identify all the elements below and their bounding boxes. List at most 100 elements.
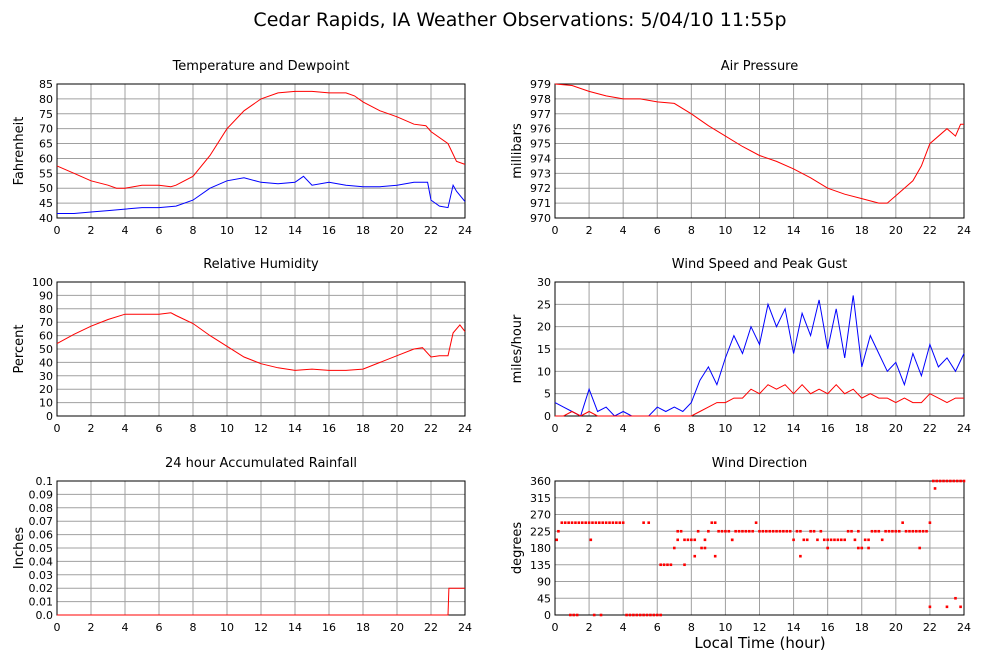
plot-frame bbox=[554, 480, 965, 616]
x-tick-label: 8 bbox=[688, 224, 695, 237]
scatter-point bbox=[925, 529, 928, 533]
x-tick-label: 10 bbox=[718, 621, 732, 634]
x-tick-label: 4 bbox=[620, 621, 627, 634]
x-tick-label: 24 bbox=[458, 621, 472, 634]
x-tick-label: 22 bbox=[424, 224, 438, 237]
x-tick-label: 4 bbox=[620, 422, 627, 435]
scatter-point bbox=[761, 529, 765, 533]
scatter-point bbox=[949, 479, 952, 483]
x-tick-label: 12 bbox=[254, 422, 268, 435]
x-tick-label: 14 bbox=[787, 224, 801, 237]
scatter-point bbox=[816, 538, 819, 542]
y-tick-label: 0.06 bbox=[29, 529, 54, 542]
scatter-point bbox=[655, 613, 659, 617]
x-tick-label: 24 bbox=[957, 422, 971, 435]
scatter-point bbox=[621, 521, 625, 524]
y-tick-label: 0.07 bbox=[29, 515, 54, 528]
scatter-point bbox=[768, 529, 772, 533]
scatter-point bbox=[679, 529, 683, 533]
scatter-point bbox=[904, 529, 908, 533]
x-tick-label: 2 bbox=[586, 422, 593, 435]
x-tick-label: 6 bbox=[654, 621, 661, 634]
x-tick-label: 22 bbox=[923, 621, 937, 634]
y-tick-label: 974 bbox=[530, 152, 551, 165]
scatter-point bbox=[662, 563, 666, 567]
scatter-point bbox=[792, 538, 795, 542]
scatter-point bbox=[938, 479, 942, 483]
x-tick-label: 16 bbox=[821, 224, 835, 237]
y-tick-label: 0.08 bbox=[29, 502, 54, 515]
x-tick-label: 14 bbox=[288, 621, 302, 634]
x-tick-label: 18 bbox=[855, 224, 869, 237]
series-line-0 bbox=[554, 83, 964, 204]
x-tick-label: 8 bbox=[190, 422, 197, 435]
scatter-point bbox=[652, 613, 656, 617]
scatter-point bbox=[625, 613, 628, 617]
x-tick-label: 0 bbox=[552, 224, 559, 237]
scatter-point bbox=[618, 521, 622, 524]
series-line-0 bbox=[56, 90, 466, 189]
x-tick-label: 16 bbox=[322, 422, 336, 435]
y-tick-label: 0 bbox=[46, 410, 53, 423]
scatter-point bbox=[933, 487, 937, 490]
y-tick-label: 15 bbox=[537, 343, 551, 356]
plot-frame bbox=[56, 83, 466, 219]
y-tick-label: 0.05 bbox=[29, 542, 54, 555]
scatter-point bbox=[918, 529, 921, 533]
scatter-point bbox=[887, 529, 891, 533]
y-axis-label: Percent bbox=[12, 325, 27, 374]
chart-title: Temperature and Dewpoint bbox=[172, 59, 350, 74]
x-tick-label: 16 bbox=[821, 422, 835, 435]
y-tick-label: 0.01 bbox=[29, 596, 54, 609]
x-tick-label: 10 bbox=[220, 621, 234, 634]
x-tick-label: 22 bbox=[923, 224, 937, 237]
scatter-point bbox=[754, 521, 758, 524]
x-tick-label: 18 bbox=[356, 621, 370, 634]
scatter-point bbox=[713, 521, 717, 524]
y-axis-label: millibars bbox=[510, 123, 525, 179]
x-tick-label: 20 bbox=[390, 224, 404, 237]
y-tick-label: 180 bbox=[530, 542, 551, 555]
scatter-point bbox=[591, 521, 594, 524]
scatter-point bbox=[683, 538, 686, 542]
scatter-point bbox=[901, 521, 904, 524]
scatter-point bbox=[809, 529, 812, 533]
scatter-point bbox=[587, 521, 591, 524]
scatter-point bbox=[599, 613, 603, 617]
scatter-point bbox=[880, 538, 884, 542]
x-tick-label: 24 bbox=[458, 224, 472, 237]
y-tick-label: 0.1 bbox=[36, 475, 54, 488]
x-tick-label: 6 bbox=[156, 224, 163, 237]
scatter-point bbox=[567, 521, 570, 524]
scatter-point bbox=[730, 538, 734, 542]
scatter-point bbox=[843, 538, 847, 542]
y-tick-label: 80 bbox=[39, 303, 53, 316]
y-tick-label: 60 bbox=[39, 152, 53, 165]
scatter-point bbox=[580, 521, 584, 524]
scatter-point bbox=[645, 613, 649, 617]
y-tick-label: 5 bbox=[544, 388, 551, 401]
y-tick-label: 50 bbox=[39, 182, 53, 195]
plot-frame bbox=[554, 281, 965, 417]
scatter-point bbox=[942, 479, 945, 483]
scatter-point bbox=[914, 529, 918, 533]
x-tick-label: 6 bbox=[156, 422, 163, 435]
scatter-point bbox=[863, 538, 867, 542]
x-tick-label: 24 bbox=[458, 422, 472, 435]
scatter-point bbox=[771, 529, 775, 533]
chart-panel-2: 0 2 4 6 8 10 12 14 16 18 20 22 240102030405060708090… bbox=[12, 257, 472, 435]
scatter-point bbox=[833, 538, 836, 542]
x-tick-label: 2 bbox=[586, 224, 593, 237]
scatter-point bbox=[659, 563, 662, 567]
scatter-point bbox=[638, 613, 642, 617]
scatter-point bbox=[799, 554, 802, 558]
scatter-point bbox=[857, 546, 860, 550]
x-tick-label: 0 bbox=[54, 621, 61, 634]
scatter-point bbox=[683, 563, 686, 567]
scatter-point bbox=[707, 529, 710, 533]
scatter-point bbox=[647, 521, 651, 524]
y-tick-label: 975 bbox=[530, 138, 551, 151]
x-tick-label: 10 bbox=[220, 422, 234, 435]
scatter-point bbox=[954, 596, 957, 600]
